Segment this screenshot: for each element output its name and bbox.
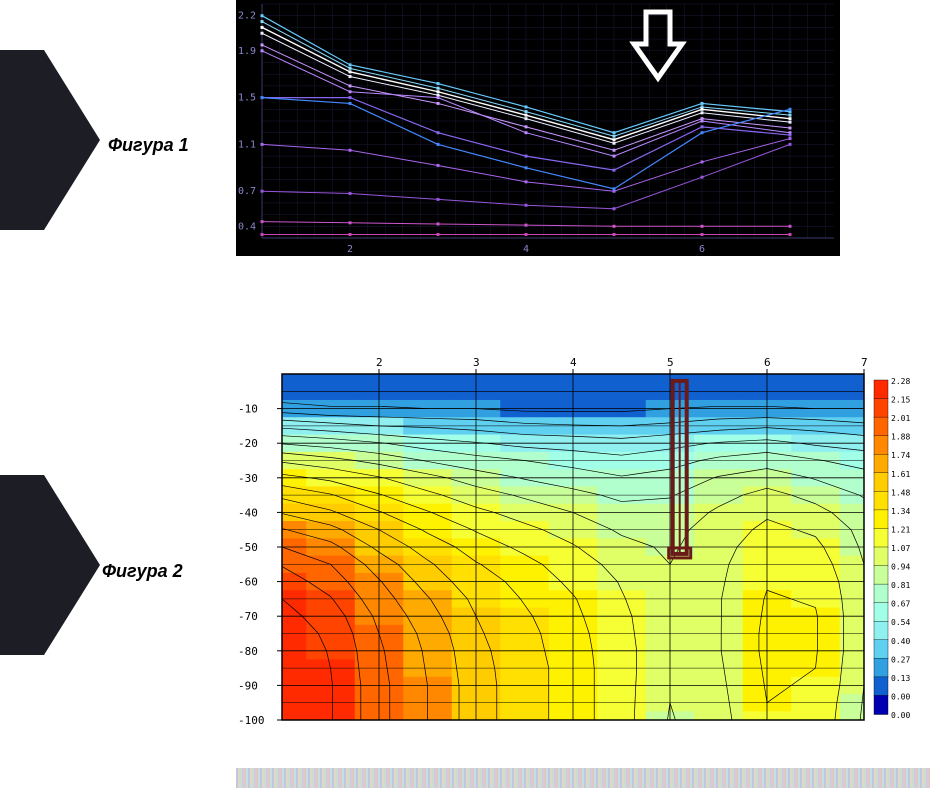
svg-text:1.5: 1.5 [238, 93, 256, 104]
svg-text:7: 7 [861, 356, 868, 369]
svg-text:1.61: 1.61 [891, 470, 910, 479]
svg-text:2: 2 [376, 356, 383, 369]
line-chart: 0.4 0.7 1.1 1.5 1.9 2.2 2 4 6 [236, 0, 840, 256]
svg-text:1.07: 1.07 [891, 544, 910, 553]
svg-text:0.00: 0.00 [891, 711, 910, 720]
svg-text:2: 2 [347, 244, 353, 255]
svg-text:-80: -80 [238, 645, 258, 658]
svg-text:-40: -40 [238, 506, 258, 519]
svg-text:0.94: 0.94 [891, 563, 910, 572]
svg-text:1.9: 1.9 [238, 46, 256, 57]
pentagon-marker-1 [0, 50, 100, 230]
svg-text:2.01: 2.01 [891, 414, 910, 423]
svg-text:5: 5 [667, 356, 674, 369]
svg-text:-100: -100 [238, 714, 265, 726]
decorative-strip [236, 768, 930, 788]
svg-text:1.74: 1.74 [891, 451, 910, 460]
svg-text:1.1: 1.1 [238, 139, 256, 150]
svg-text:4: 4 [523, 244, 529, 255]
svg-text:1.21: 1.21 [891, 525, 910, 534]
figure2-label: Фигура 2 [102, 561, 183, 582]
svg-text:1.34: 1.34 [891, 507, 910, 516]
figure1-label: Фигура 1 [108, 135, 189, 156]
svg-text:0.54: 0.54 [891, 618, 910, 627]
svg-text:0.4: 0.4 [238, 221, 256, 232]
svg-text:1.48: 1.48 [891, 488, 910, 497]
svg-text:0.67: 0.67 [891, 600, 910, 609]
svg-text:2.28: 2.28 [891, 377, 910, 386]
svg-text:-10: -10 [238, 403, 258, 416]
svg-text:-60: -60 [238, 576, 258, 589]
svg-text:0.81: 0.81 [891, 581, 910, 590]
svg-text:-70: -70 [238, 610, 258, 623]
svg-text:2.15: 2.15 [891, 396, 910, 405]
svg-text:0.7: 0.7 [238, 186, 256, 197]
heatmap-chart: 2 3 4 5 6 7 -10 -20 -30 -40 -50 -60 -70 -80 -90 -100 2.2… [236, 356, 930, 726]
svg-text:0.13: 0.13 [891, 674, 910, 683]
svg-text:-20: -20 [238, 437, 258, 450]
svg-text:3: 3 [473, 356, 480, 369]
svg-text:-50: -50 [238, 541, 258, 554]
svg-text:0.40: 0.40 [891, 637, 910, 646]
svg-text:6: 6 [699, 244, 705, 255]
svg-text:-30: -30 [238, 472, 258, 485]
svg-text:0.00: 0.00 [891, 692, 910, 701]
svg-text:0.27: 0.27 [891, 655, 910, 664]
svg-text:-90: -90 [238, 679, 258, 692]
svg-text:2.2: 2.2 [238, 11, 256, 22]
svg-text:1.88: 1.88 [891, 433, 910, 442]
svg-text:6: 6 [764, 356, 771, 369]
pentagon-marker-2 [0, 475, 100, 655]
svg-text:4: 4 [570, 356, 577, 369]
